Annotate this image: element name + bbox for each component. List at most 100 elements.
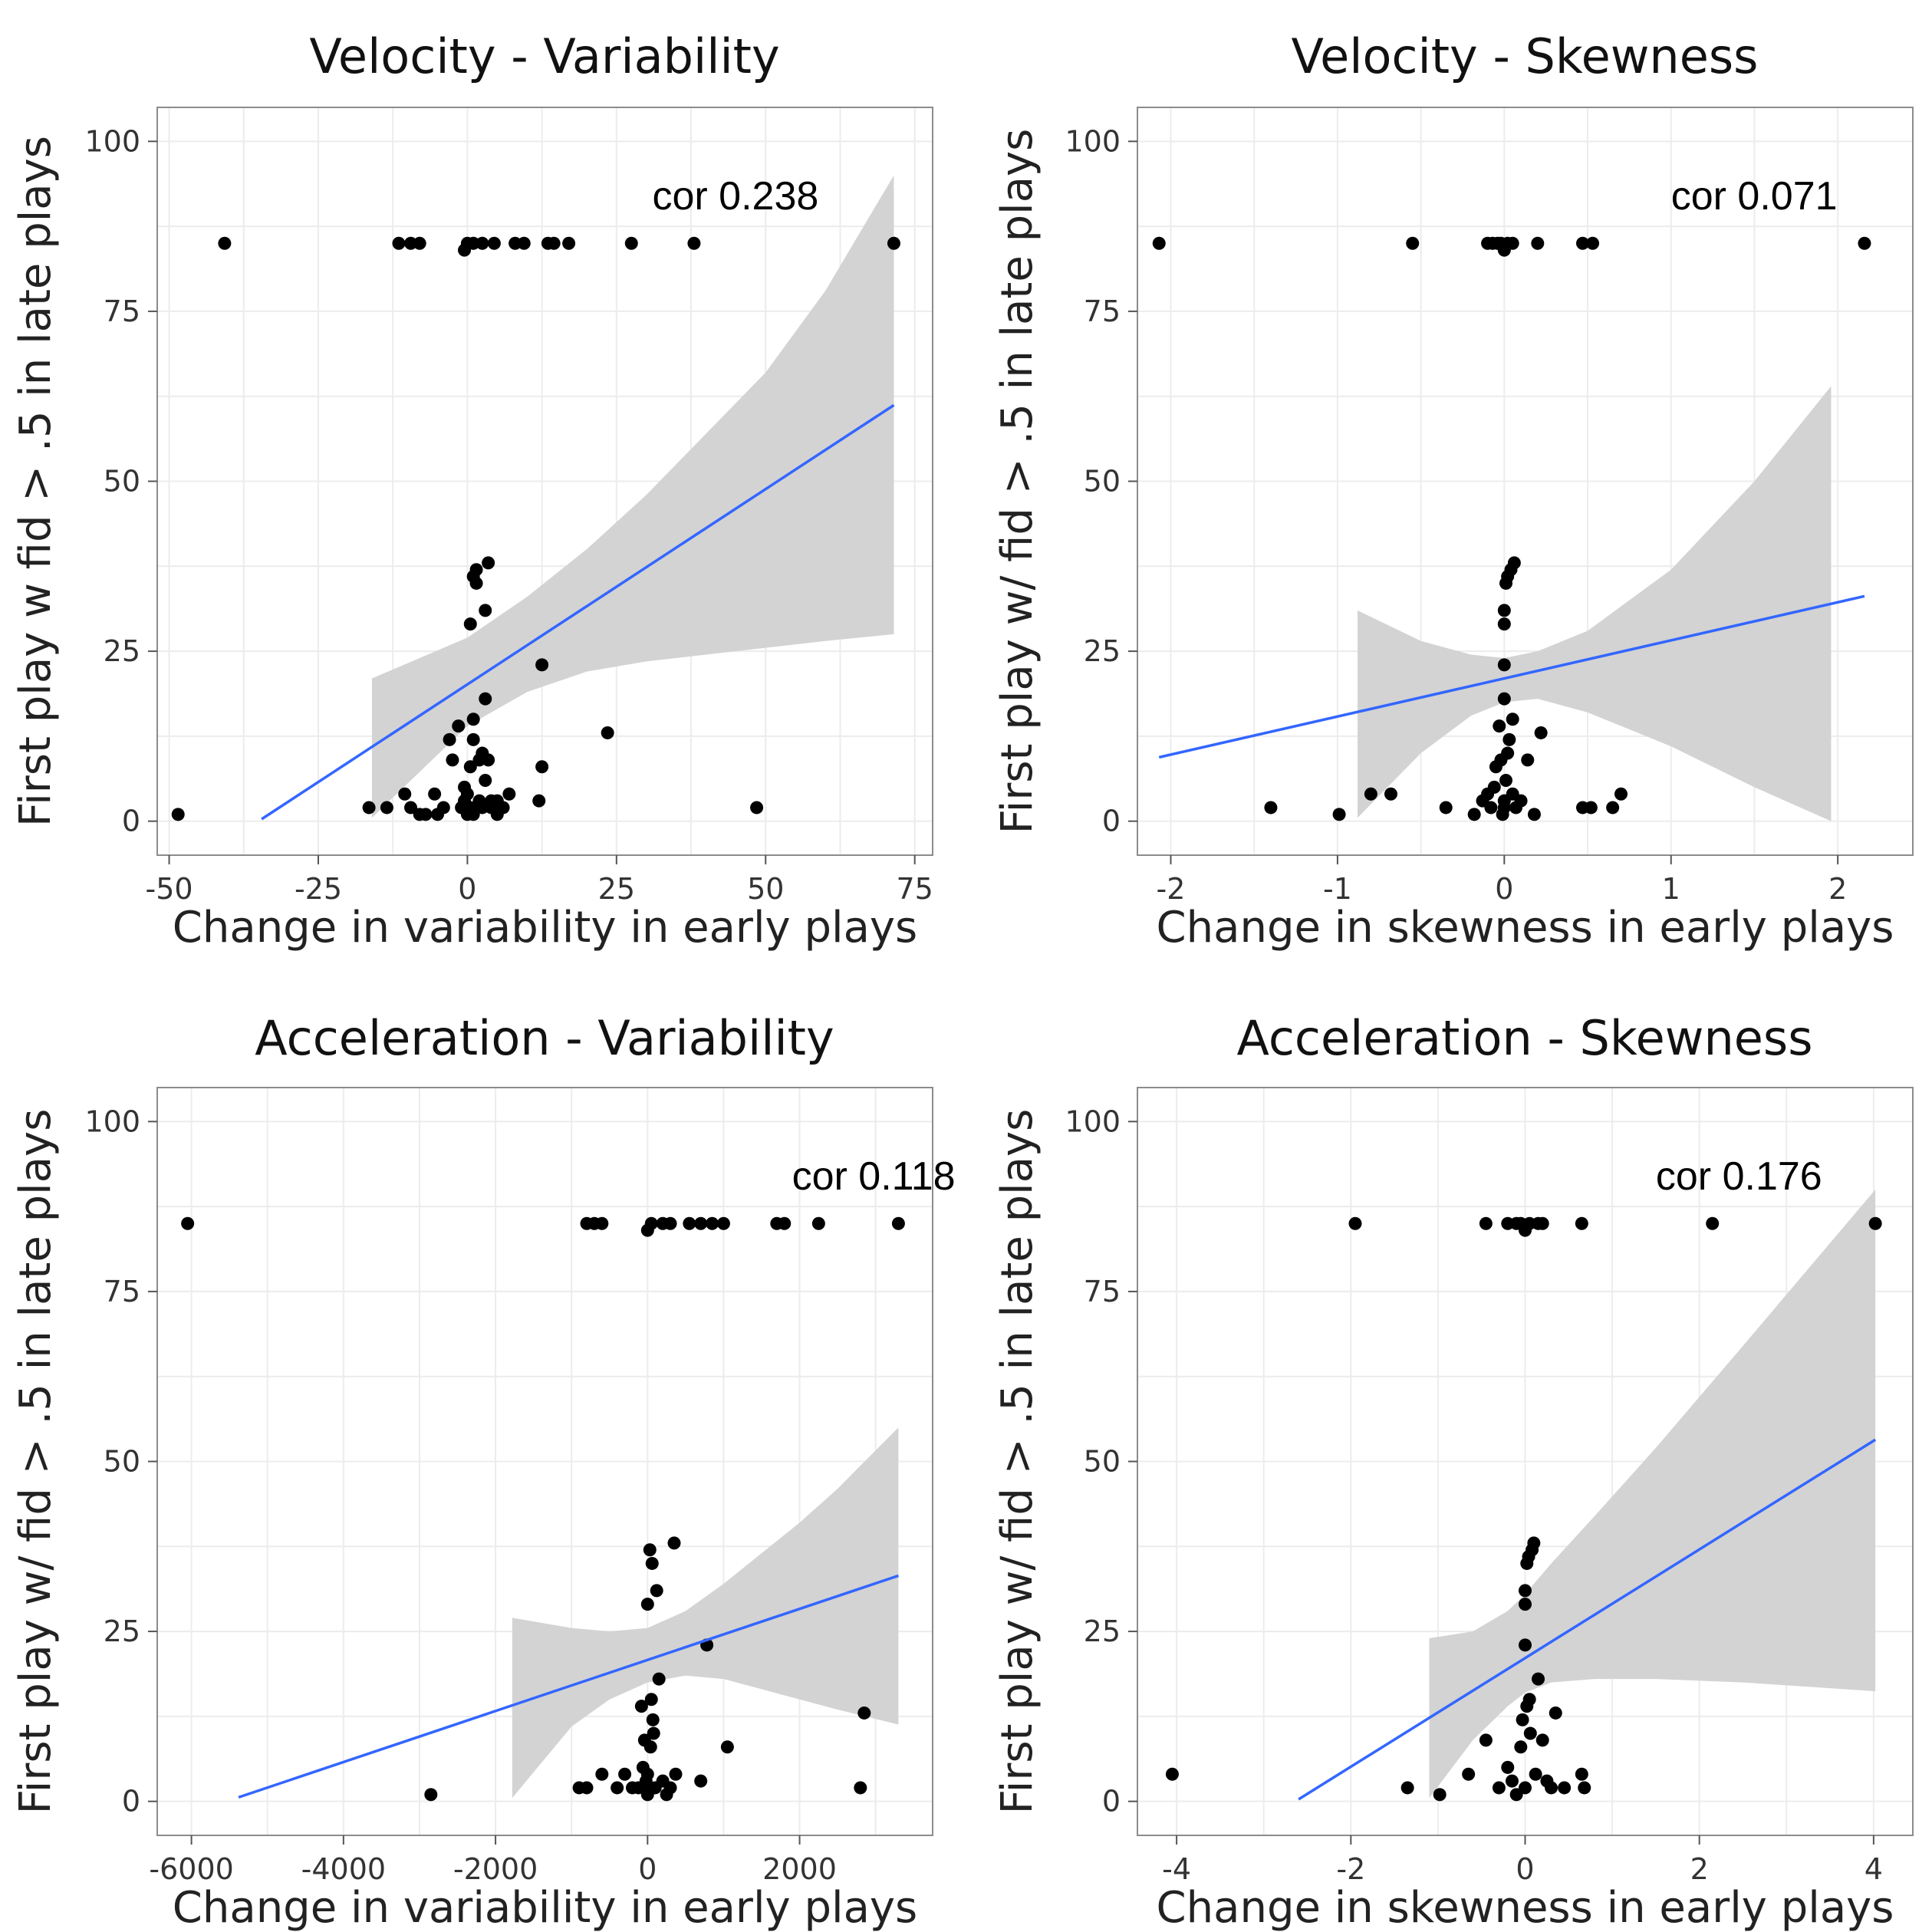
data-point [218, 236, 232, 250]
data-point [645, 1556, 659, 1570]
data-point [1519, 1584, 1532, 1598]
y-tick-label: 100 [84, 1104, 140, 1138]
data-point [1531, 236, 1545, 250]
data-point [643, 1543, 657, 1557]
x-axis-title: Change in skewness in early plays [1157, 903, 1894, 953]
data-point [652, 1672, 666, 1686]
data-point [1868, 1216, 1882, 1230]
confidence-band [512, 1427, 899, 1799]
panel-acceleration-skewness: -4 -2 0 2 4 0 25 50 75 100 cor 0.176 Acceleration -… [992, 1010, 1914, 1932]
x-tick-label: 1 [1662, 872, 1680, 906]
data-point [1462, 1767, 1476, 1781]
y-tick-label: 100 [1065, 124, 1121, 158]
data-point [1578, 1781, 1591, 1795]
data-point [487, 236, 501, 250]
data-point [535, 658, 549, 672]
data-point [1499, 774, 1512, 787]
x-tick-label: -4 [1162, 1852, 1191, 1886]
data-point [887, 236, 900, 250]
data-point [1479, 1216, 1493, 1230]
regression-line [238, 1574, 899, 1799]
y-tick-label: 0 [122, 1785, 140, 1818]
data-point [1545, 1781, 1558, 1795]
data-point [1497, 692, 1511, 706]
data-point [1152, 236, 1166, 250]
y-tick-label: 0 [122, 805, 140, 838]
data-point [466, 236, 480, 250]
data-point [1527, 1536, 1541, 1550]
y-tick-label: 75 [104, 1275, 140, 1308]
data-point [466, 808, 480, 821]
data-point [1492, 1781, 1506, 1795]
data-point [1514, 794, 1528, 808]
data-point [778, 1216, 792, 1230]
data-point [362, 801, 376, 815]
data-point [496, 801, 510, 815]
data-point [482, 753, 495, 767]
data-point [1584, 801, 1598, 815]
x-tick-label: -1 [1323, 872, 1352, 906]
data-point [640, 1767, 654, 1781]
regression-line [261, 403, 895, 821]
y-tick-label: 75 [1084, 1275, 1121, 1308]
data-point [502, 787, 516, 801]
data-point [436, 801, 450, 815]
x-tick-label: -2 [1157, 872, 1186, 906]
data-point [404, 801, 418, 815]
data-point [380, 801, 393, 815]
data-point [535, 760, 549, 774]
data-point [1507, 556, 1521, 570]
data-point [663, 1781, 677, 1795]
data-point [1516, 1713, 1529, 1726]
data-point [1514, 1740, 1528, 1754]
data-point [517, 236, 531, 250]
data-point [687, 236, 701, 250]
data-point [1348, 1216, 1362, 1230]
data-point [547, 236, 561, 250]
data-point [1523, 1726, 1537, 1740]
data-point [595, 1216, 609, 1230]
x-tick-label: 0 [458, 872, 476, 906]
data-point [1467, 808, 1481, 821]
regression-line [1158, 594, 1865, 759]
data-point [646, 1713, 660, 1726]
data-point [706, 1216, 719, 1230]
x-tick-label: -25 [295, 872, 342, 906]
data-point [624, 236, 638, 250]
y-axis-title: First play w/ fid > .5 in late plays [992, 129, 1042, 834]
data-point [1529, 1767, 1542, 1781]
data-point [1606, 801, 1620, 815]
data-point [1576, 236, 1590, 250]
data-point [1479, 1733, 1493, 1747]
data-point [466, 732, 480, 746]
data-point [1535, 1216, 1549, 1230]
data-point [428, 787, 442, 801]
data-point [1493, 719, 1506, 733]
data-point [1706, 1216, 1720, 1230]
data-point [466, 713, 480, 726]
correlation-label: cor 0.118 [792, 1154, 956, 1199]
data-point [463, 760, 477, 774]
data-point [1439, 801, 1453, 815]
panel-title: Acceleration - Skewness [1237, 1010, 1813, 1066]
data-point [1575, 1767, 1588, 1781]
data-point [1497, 617, 1511, 631]
data-point [1484, 801, 1498, 815]
y-tick-label: 50 [104, 465, 140, 499]
data-point [469, 563, 483, 577]
correlation-label: cor 0.176 [1656, 1154, 1822, 1199]
data-point [562, 236, 576, 250]
data-point [424, 1788, 438, 1802]
data-point [1497, 801, 1511, 815]
data-point [650, 1584, 663, 1598]
x-tick-label: -4000 [301, 1852, 386, 1886]
x-tick-label: 0 [1495, 872, 1513, 906]
data-point [479, 692, 492, 706]
x-tick-label: 25 [598, 872, 635, 906]
data-point [1400, 1781, 1414, 1795]
data-point [1384, 787, 1397, 801]
x-tick-label: 2 [1828, 872, 1847, 906]
x-tick-label: 75 [896, 872, 933, 906]
data-point [811, 1216, 825, 1230]
x-tick-label: 0 [638, 1852, 657, 1886]
